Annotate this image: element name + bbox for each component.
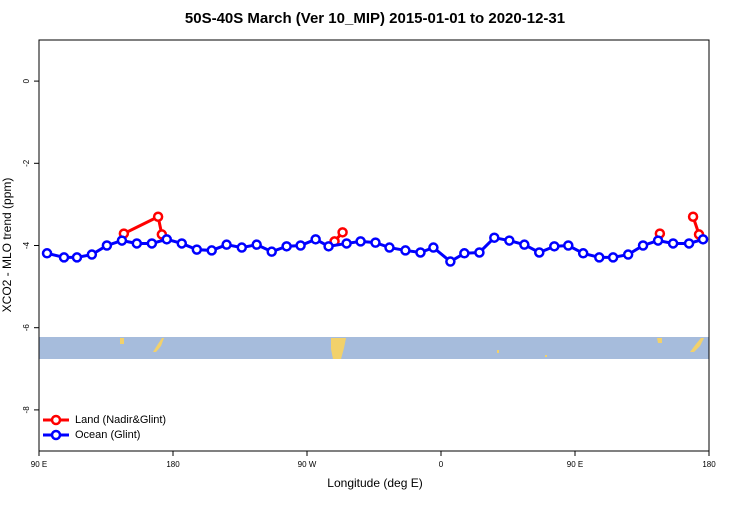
point xyxy=(206,245,217,256)
point xyxy=(563,240,574,251)
point xyxy=(445,256,456,267)
point xyxy=(221,239,232,250)
point xyxy=(310,234,321,245)
point xyxy=(323,241,334,252)
point xyxy=(341,238,352,249)
point xyxy=(637,240,649,251)
point xyxy=(489,232,500,243)
point xyxy=(337,227,348,238)
point xyxy=(652,235,664,246)
map-strip xyxy=(39,337,709,359)
y-tick-label: -4 xyxy=(22,241,31,249)
point xyxy=(549,241,560,252)
y-tick-label: -6 xyxy=(22,324,31,332)
x-axis-label: Longitude (deg E) xyxy=(327,476,422,490)
point xyxy=(428,242,439,253)
legend: Land (Nadir&Glint) Ocean (Glint) xyxy=(43,414,166,441)
point xyxy=(607,252,619,263)
point xyxy=(295,240,306,251)
point xyxy=(415,247,426,258)
y-axis-label: XCO2 - MLO trend (ppm) xyxy=(0,178,14,313)
point xyxy=(236,242,248,253)
series-line xyxy=(123,214,701,243)
point xyxy=(161,234,172,245)
point xyxy=(152,211,164,222)
x-tick-label: 90 W xyxy=(298,460,317,469)
legend-marker xyxy=(50,414,62,426)
point xyxy=(622,249,634,260)
point xyxy=(131,238,143,249)
x-tick-label: 180 xyxy=(166,460,180,469)
point xyxy=(519,239,530,250)
y-tick-label: -2 xyxy=(22,159,31,167)
y-tick-label: -8 xyxy=(22,406,31,414)
point xyxy=(86,249,98,260)
x-tick-label: 90 E xyxy=(567,460,583,469)
point xyxy=(594,252,605,263)
point xyxy=(58,252,70,263)
point xyxy=(687,211,699,222)
point xyxy=(384,242,395,253)
point xyxy=(474,247,485,258)
chart-title: 50S-40S March (Ver 10_MIP) 2015-01-01 to… xyxy=(185,10,565,27)
point xyxy=(400,245,411,256)
point xyxy=(577,248,589,259)
point xyxy=(355,236,366,247)
point xyxy=(697,234,709,245)
point xyxy=(176,238,188,249)
point xyxy=(251,239,262,250)
point xyxy=(504,235,515,246)
point xyxy=(101,240,113,251)
legend-marker xyxy=(50,429,62,441)
point xyxy=(146,238,158,249)
point xyxy=(41,248,53,259)
x-tick-label: 90 E xyxy=(31,460,47,469)
point xyxy=(116,235,128,246)
point xyxy=(683,238,695,249)
point xyxy=(534,247,545,258)
point xyxy=(370,237,381,248)
point xyxy=(71,252,83,263)
point xyxy=(191,244,203,255)
point xyxy=(459,248,470,259)
point xyxy=(281,241,292,252)
x-tick-label: 180 xyxy=(702,460,716,469)
point xyxy=(266,246,277,257)
y-tick-label: 0 xyxy=(22,78,31,83)
x-tick-label: 0 xyxy=(439,460,444,469)
point xyxy=(667,238,679,249)
legend-label: Ocean (Glint) xyxy=(75,429,140,441)
legend-label: Land (Nadir&Glint) xyxy=(75,414,166,426)
